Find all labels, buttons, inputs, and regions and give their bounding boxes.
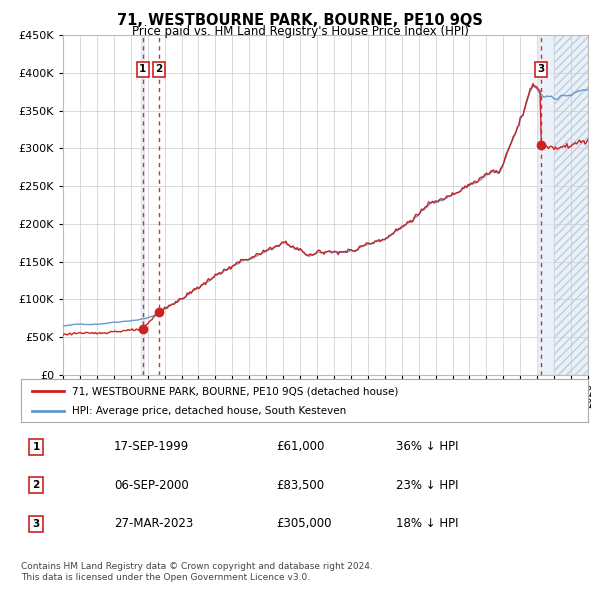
Bar [554, 35, 588, 375]
Bar [142, 35, 144, 375]
Text: £305,000: £305,000 [276, 517, 331, 530]
Text: 3: 3 [32, 519, 40, 529]
Text: 23% ↓ HPI: 23% ↓ HPI [396, 478, 458, 492]
Text: 06-SEP-2000: 06-SEP-2000 [114, 478, 189, 492]
Text: Contains HM Land Registry data © Crown copyright and database right 2024.: Contains HM Land Registry data © Crown c… [21, 562, 373, 571]
Text: 71, WESTBOURNE PARK, BOURNE, PE10 9QS: 71, WESTBOURNE PARK, BOURNE, PE10 9QS [117, 13, 483, 28]
Text: 18% ↓ HPI: 18% ↓ HPI [396, 517, 458, 530]
Bar [554, 35, 588, 375]
Text: 1: 1 [139, 64, 146, 74]
Text: 2: 2 [155, 64, 163, 74]
Text: Price paid vs. HM Land Registry's House Price Index (HPI): Price paid vs. HM Land Registry's House … [131, 25, 469, 38]
Text: This data is licensed under the Open Government Licence v3.0.: This data is licensed under the Open Gov… [21, 573, 310, 582]
Text: £61,000: £61,000 [276, 440, 325, 454]
Text: 1: 1 [32, 442, 40, 452]
Text: 27-MAR-2023: 27-MAR-2023 [114, 517, 193, 530]
Bar [538, 35, 553, 375]
Text: 71, WESTBOURNE PARK, BOURNE, PE10 9QS (detached house): 71, WESTBOURNE PARK, BOURNE, PE10 9QS (d… [72, 386, 398, 396]
Text: 2: 2 [32, 480, 40, 490]
Text: 17-SEP-1999: 17-SEP-1999 [114, 440, 189, 454]
Text: 3: 3 [538, 64, 545, 74]
Text: HPI: Average price, detached house, South Kesteven: HPI: Average price, detached house, Sout… [72, 407, 346, 416]
Text: 36% ↓ HPI: 36% ↓ HPI [396, 440, 458, 454]
Text: £83,500: £83,500 [276, 478, 324, 492]
